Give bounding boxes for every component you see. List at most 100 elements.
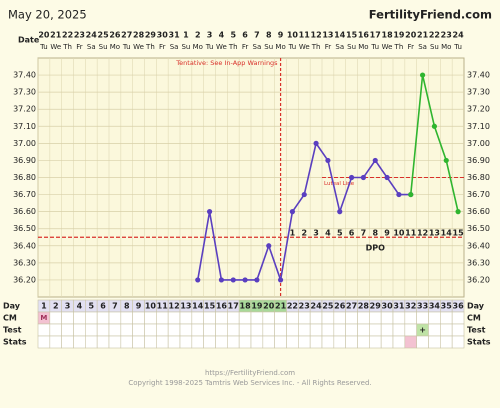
dpo-number: 2 [301, 229, 307, 238]
temperature-point [313, 140, 319, 146]
table-cell [132, 323, 145, 337]
temperature-point [372, 157, 378, 164]
table-cell [380, 335, 394, 349]
dpo-number: 4 [325, 229, 331, 238]
footer-url[interactable]: https://FertilityFriend.com [205, 369, 295, 377]
table-cell [167, 323, 181, 337]
date-label: 24 [86, 31, 98, 40]
weekday-label: Su [430, 43, 439, 51]
y-tick-label: 36.50 [13, 224, 36, 233]
weekday-label: Mo [110, 43, 120, 51]
day-number: 27 [346, 302, 357, 311]
table-cell [440, 323, 453, 337]
date-label: 21 [50, 31, 62, 40]
weekday-label: Tu [453, 43, 462, 51]
date-label: 31 [169, 31, 181, 40]
day-number: 18 [240, 302, 252, 311]
table-cell [333, 323, 346, 337]
date-label: 20 [38, 31, 50, 40]
table-cell [144, 311, 157, 325]
table-cell [238, 323, 252, 337]
table-cell [144, 335, 157, 349]
day-number: 13 [180, 302, 191, 311]
temperature-point [301, 191, 307, 198]
table-cell [61, 311, 74, 325]
y-tick-label-right: 37.10 [467, 122, 490, 131]
date-label: 27 [121, 31, 132, 40]
table-cell [321, 311, 335, 325]
y-tick-label-right: 37.20 [467, 105, 490, 114]
y-tick-label-right: 36.30 [467, 258, 490, 267]
date-label: 18 [382, 31, 394, 40]
day-number: 3 [65, 302, 71, 311]
row-label-right: CM [467, 314, 481, 323]
table-cell [357, 311, 370, 325]
table-cell [451, 335, 465, 349]
table-cell [156, 335, 169, 349]
y-tick-label-right: 36.60 [467, 207, 490, 216]
row-label: CM [3, 314, 17, 323]
date-label: 12 [311, 31, 322, 40]
table-cell [428, 323, 441, 337]
dpo-number: 1 [290, 229, 296, 238]
weekday-label: Mo [193, 43, 203, 51]
y-tick-label-right: 37.00 [467, 139, 490, 148]
table-cell [404, 323, 417, 337]
cm-entry: M [40, 314, 47, 322]
temperature-point [360, 174, 367, 181]
table-cell [262, 323, 275, 337]
table-cell [73, 323, 86, 337]
weekday-label: Th [228, 43, 238, 51]
date-label: 1 [183, 31, 189, 40]
temperature-point [431, 123, 438, 129]
date-label: 9 [278, 31, 284, 40]
date-label: 3 [207, 31, 213, 40]
table-cell [369, 311, 382, 325]
y-tick-label-right: 36.40 [467, 241, 490, 250]
date-label: 10 [287, 31, 299, 40]
y-tick-label: 36.90 [13, 156, 36, 165]
y-tick-label: 37.30 [13, 88, 36, 97]
weekday-label: Tu [370, 43, 379, 51]
table-cell [369, 323, 382, 337]
table-cell [85, 323, 98, 337]
day-number: 5 [88, 302, 94, 311]
weekday-label: Su [347, 43, 356, 51]
weekday-label: We [133, 43, 144, 51]
y-tick-label-right: 36.20 [467, 275, 490, 284]
table-cell [227, 335, 240, 349]
dpo-number: 3 [313, 229, 319, 238]
table-cell [73, 311, 86, 325]
y-tick-label: 36.80 [13, 173, 36, 182]
table-cell [156, 311, 169, 325]
day-number: 11 [157, 302, 169, 311]
day-number: 31 [393, 302, 405, 311]
table-cell [321, 323, 335, 337]
table-cell [250, 323, 264, 337]
table-cell [191, 335, 204, 349]
table-cell [451, 323, 465, 337]
weekday-label: Tu [288, 43, 297, 51]
table-cell [392, 311, 406, 325]
temperature-point [206, 209, 213, 215]
table-cell [108, 335, 122, 349]
table-cell [61, 335, 74, 349]
table-cell [191, 311, 204, 325]
table-cell [85, 335, 98, 349]
date-label: 15 [346, 31, 358, 40]
y-tick-label: 36.40 [13, 241, 36, 250]
table-cell [108, 311, 122, 325]
date-label: 17 [370, 31, 381, 40]
table-cell [203, 335, 216, 349]
temperature-point [289, 209, 296, 215]
row-label: Stats [3, 338, 27, 347]
weekday-label: Fr [408, 43, 415, 51]
site-name[interactable]: FertilityFriend.com [369, 8, 492, 22]
weekday-label: We [299, 43, 310, 51]
weekday-label: Sa [87, 43, 96, 51]
table-cell [404, 335, 417, 349]
day-number: 1 [41, 302, 47, 311]
row-label: Day [3, 302, 21, 311]
table-cell [286, 335, 299, 349]
day-number: 21 [275, 302, 287, 311]
